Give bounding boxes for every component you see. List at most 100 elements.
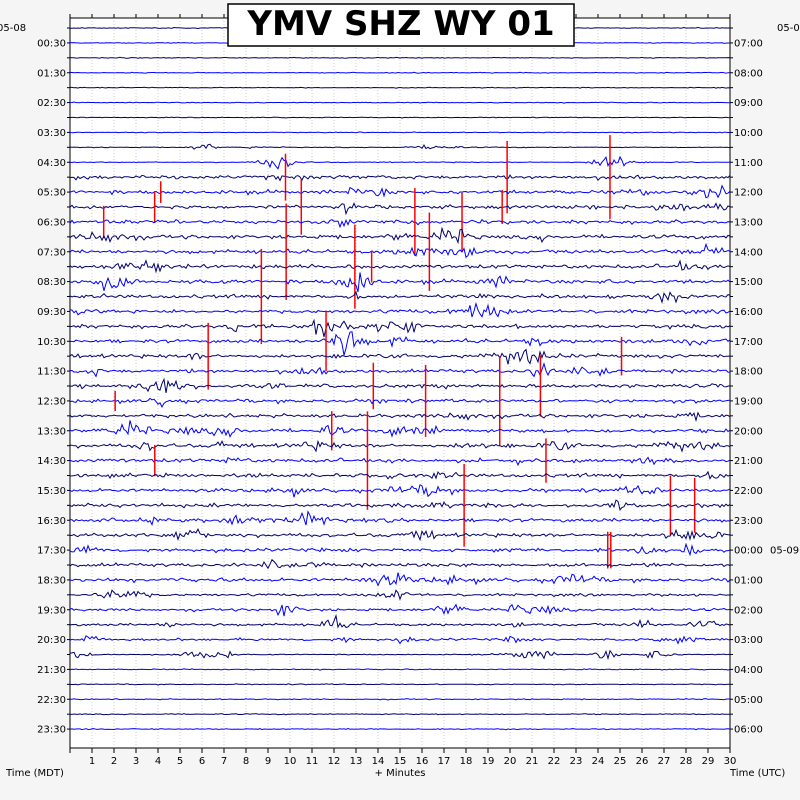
left-time-label: 14:30: [37, 456, 66, 467]
trace-34: [70, 510, 731, 526]
trace-21: [69, 318, 731, 338]
x-tick-label: 16: [416, 756, 429, 767]
x-tick-label: 20: [504, 756, 517, 767]
left-time-label: 22:30: [37, 695, 66, 706]
axis-labels: 1 2 3 4 5 6 7 8 9 10 11 12 13 14 15 16 17 18 19 20 21 22 23 24 2…: [37, 38, 799, 767]
trace-42: [69, 635, 731, 645]
x-tick-label: 9: [265, 756, 271, 767]
right-time-label: 09:00: [734, 98, 763, 109]
left-time-label: 03:30: [37, 128, 66, 139]
trace-5: [70, 86, 731, 89]
trace-30: [69, 456, 731, 467]
right-time-label: 20:00: [734, 426, 763, 437]
x-tick-label: 14: [372, 756, 385, 767]
x-tick-label: 8: [243, 756, 249, 767]
x-tick-label: 1: [89, 756, 95, 767]
right-time-label: 06:00: [734, 725, 763, 736]
trace-47: [69, 712, 730, 716]
left-time-label: 02:30: [37, 98, 66, 109]
right-time-label: 13:00: [734, 217, 763, 228]
trace-35: [69, 527, 731, 542]
x-tick-label: 26: [636, 756, 649, 767]
right-time-label: 10:00: [734, 128, 763, 139]
x-tick-label: 18: [460, 756, 473, 767]
trace-22: [69, 331, 731, 356]
right-time-label: 05:00: [734, 695, 763, 706]
left-time-label: 13:30: [37, 426, 66, 437]
trace-10: [69, 155, 731, 170]
trace-40: [69, 603, 731, 617]
right-date-change-label: 05-09: [770, 546, 799, 557]
x-tick-label: 25: [614, 756, 627, 767]
trace-28: [69, 420, 731, 438]
trace-24: [69, 362, 731, 378]
trace-37: [69, 558, 731, 570]
trace-32: [69, 484, 731, 498]
trace-38: [69, 572, 731, 587]
trace-12: [69, 184, 731, 199]
trace-7: [69, 116, 731, 119]
left-time-label: 08:30: [37, 277, 66, 288]
x-tick-label: 7: [221, 756, 227, 767]
trace-48: [69, 727, 731, 731]
x-tick-label: 27: [658, 756, 671, 767]
trace-9: [69, 143, 731, 150]
x-tick-label: 5: [177, 756, 183, 767]
x-tick-label: 24: [592, 756, 605, 767]
x-tick-label: 6: [199, 756, 205, 767]
trace-29: [70, 439, 731, 453]
trace-17: [69, 259, 731, 274]
left-time-label: 10:30: [37, 337, 66, 348]
trace-11: [69, 174, 731, 182]
trace-43: [69, 649, 731, 661]
chart-title: YMV SHZ WY 01: [246, 4, 554, 44]
x-tick-label: 28: [680, 756, 693, 767]
right-axis-title: Time (UTC): [729, 768, 785, 779]
right-date-label: 05-0: [777, 23, 800, 34]
left-time-label: 20:30: [37, 635, 66, 646]
x-axis-title: + Minutes: [375, 768, 426, 779]
seismic-traces: [69, 26, 731, 731]
trace-23: [69, 348, 731, 365]
trace-44: [69, 668, 731, 671]
left-time-label: 04:30: [37, 158, 66, 169]
trace-14: [69, 218, 731, 229]
left-time-label: 00:30: [37, 38, 66, 49]
left-time-label: 01:30: [37, 68, 66, 79]
x-tick-label: 17: [438, 756, 451, 767]
x-tick-label: 10: [284, 756, 297, 767]
left-time-label: 12:30: [37, 396, 66, 407]
trace-16: [69, 242, 731, 259]
trace-45: [69, 683, 731, 686]
left-time-label: 09:30: [37, 307, 66, 318]
right-time-label: 02:00: [734, 605, 763, 616]
x-tick-label: 30: [724, 756, 737, 767]
x-tick-label: 15: [394, 756, 407, 767]
left-time-label: 23:30: [37, 725, 66, 736]
right-time-label: 23:00: [734, 516, 763, 527]
right-time-label: 16:00: [734, 307, 763, 318]
x-tick-label: 29: [702, 756, 715, 767]
x-tick-label: 13: [350, 756, 363, 767]
left-time-label: 21:30: [37, 665, 66, 676]
trace-6: [69, 101, 730, 104]
x-tick-label: 23: [570, 756, 583, 767]
x-tick-label: 4: [155, 756, 161, 767]
right-time-label: 22:00: [734, 486, 763, 497]
x-tick-label: 21: [526, 756, 539, 767]
left-time-label: 05:30: [37, 188, 66, 199]
trace-46: [69, 697, 730, 701]
trace-39: [69, 589, 731, 601]
x-tick-label: 12: [328, 756, 341, 767]
trace-4: [69, 71, 730, 74]
left-time-label: 16:30: [37, 516, 66, 527]
right-time-label: 07:00: [734, 38, 763, 49]
trace-41: [69, 613, 731, 629]
right-time-label: 17:00: [734, 337, 763, 348]
x-tick-label: 2: [111, 756, 117, 767]
trace-19: [69, 290, 731, 305]
left-time-label: 06:30: [37, 217, 66, 228]
trace-18: [69, 272, 731, 293]
trace-13: [69, 202, 731, 216]
